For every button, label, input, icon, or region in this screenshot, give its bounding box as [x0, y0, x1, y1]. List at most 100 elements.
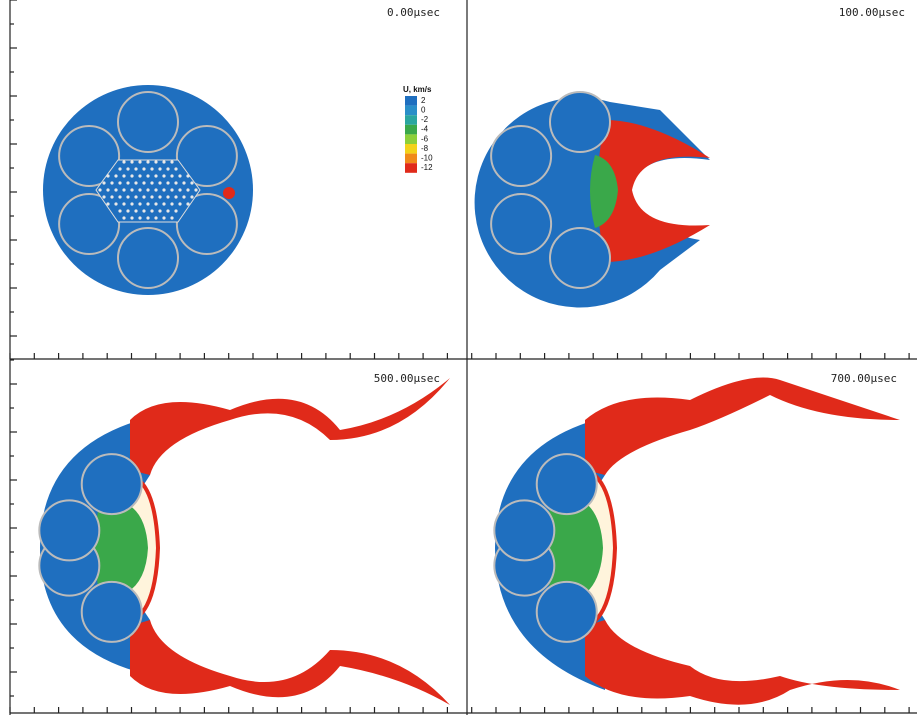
core-dot — [162, 216, 165, 219]
core-dot — [170, 188, 173, 191]
core-dot — [106, 202, 109, 205]
core-dot — [138, 202, 141, 205]
core-dot — [186, 202, 189, 205]
legend-label: -10 — [421, 154, 433, 163]
core-dot — [158, 181, 161, 184]
core-dot — [138, 216, 141, 219]
core-dot — [98, 188, 101, 191]
core-dot — [126, 181, 129, 184]
core-dot — [122, 216, 125, 219]
core-dot — [138, 174, 141, 177]
legend-label: 2 — [421, 96, 426, 105]
figure: 0.00µsec 100.00µsec 500.00µsec 700.00µse… — [0, 0, 917, 715]
core-dot — [150, 181, 153, 184]
legend-label: -12 — [421, 163, 433, 172]
rod — [494, 500, 554, 560]
core-dot — [130, 216, 133, 219]
legend-title: U, km/s — [403, 85, 432, 94]
core-dot — [110, 181, 113, 184]
legend-label: -6 — [421, 134, 429, 143]
core-dot — [166, 209, 169, 212]
rod — [82, 454, 142, 514]
core-dot — [178, 188, 181, 191]
core-dot — [150, 209, 153, 212]
core-dot — [142, 195, 145, 198]
core-dot — [114, 188, 117, 191]
core-dot — [114, 202, 117, 205]
core-dot — [186, 188, 189, 191]
core-dot — [114, 174, 117, 177]
core-dot — [154, 188, 157, 191]
legend: U, km/s 20-2-4-6-8-10-12 — [403, 85, 433, 173]
core-dot — [130, 202, 133, 205]
core-dot — [174, 167, 177, 170]
core-dot — [130, 174, 133, 177]
core-dot — [142, 181, 145, 184]
core-dot — [178, 202, 181, 205]
legend-label: 0 — [421, 106, 426, 115]
core-dot — [134, 167, 137, 170]
rod — [550, 92, 610, 152]
core-dot — [170, 216, 173, 219]
core-dot — [166, 167, 169, 170]
rod — [537, 454, 597, 514]
core-dot — [122, 188, 125, 191]
core-dot — [106, 174, 109, 177]
core-dot — [170, 160, 173, 163]
core-dot — [190, 195, 193, 198]
time-label: 500.00µsec — [374, 372, 440, 385]
core-dot — [146, 174, 149, 177]
rod — [82, 582, 142, 642]
legend-swatch — [405, 115, 417, 125]
core-dot — [154, 202, 157, 205]
legend-label: -8 — [421, 144, 429, 153]
core-dot — [158, 167, 161, 170]
panel-1: 0.00µsec — [43, 6, 440, 295]
debris-bottom — [130, 620, 450, 705]
core-dot — [130, 160, 133, 163]
time-label: 700.00µsec — [831, 372, 897, 385]
rod — [550, 228, 610, 288]
rod — [491, 194, 551, 254]
core-dot — [146, 202, 149, 205]
core-dot — [130, 188, 133, 191]
core-dot — [162, 174, 165, 177]
rod — [537, 582, 597, 642]
core-dot — [126, 195, 129, 198]
core-dot — [134, 181, 137, 184]
rod — [118, 228, 178, 288]
core-dot — [170, 202, 173, 205]
legend-swatch — [405, 154, 417, 164]
rod — [39, 500, 99, 560]
core-dot — [162, 160, 165, 163]
core-dot — [186, 174, 189, 177]
debris-bottom — [585, 620, 900, 705]
legend-swatch — [405, 106, 417, 116]
legend-swatch — [405, 125, 417, 135]
panel-2: 100.00µsec — [475, 6, 905, 307]
core-dot — [122, 160, 125, 163]
core-dot — [178, 174, 181, 177]
core-dot — [134, 195, 137, 198]
core-dot — [162, 202, 165, 205]
core-dot — [166, 195, 169, 198]
time-label: 100.00µsec — [839, 6, 905, 19]
core-dot — [174, 195, 177, 198]
core-dot — [122, 202, 125, 205]
core-dot — [182, 181, 185, 184]
panel-4: 700.00µsec — [494, 372, 900, 705]
rod — [118, 92, 178, 152]
core-dot — [190, 181, 193, 184]
legend-swatch — [405, 134, 417, 144]
core-dot — [146, 160, 149, 163]
core-dot — [126, 167, 129, 170]
core-dot — [138, 188, 141, 191]
core-dot — [146, 216, 149, 219]
core-dot — [166, 181, 169, 184]
core-dot — [118, 195, 121, 198]
core-dot — [122, 174, 125, 177]
core-dot — [154, 216, 157, 219]
core-dot — [174, 181, 177, 184]
core-dot — [154, 160, 157, 163]
debris-top — [585, 378, 900, 476]
